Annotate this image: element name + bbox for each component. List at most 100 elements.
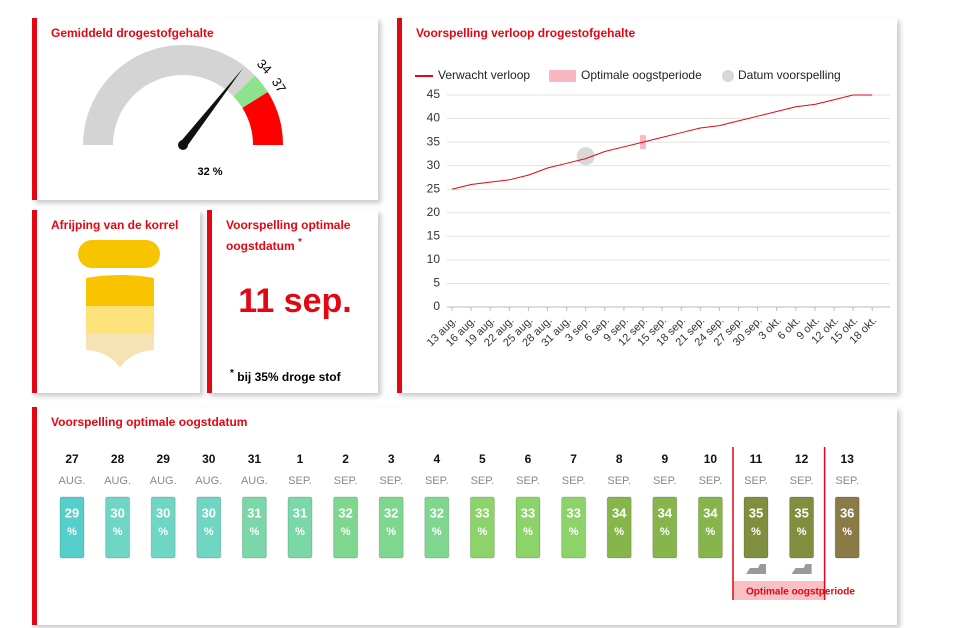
month: AUG. bbox=[104, 475, 131, 487]
value-box bbox=[241, 496, 267, 559]
panel-title: Voorspelling optimale oogstdatum * bbox=[226, 216, 366, 255]
value-box bbox=[469, 496, 495, 559]
value: 30 bbox=[202, 505, 216, 520]
day: 3 bbox=[388, 452, 395, 466]
value-box bbox=[834, 496, 860, 559]
day: 31 bbox=[248, 452, 262, 466]
value-box bbox=[697, 496, 723, 559]
value: 30 bbox=[110, 505, 124, 520]
month: SEP. bbox=[425, 475, 449, 487]
y-tick-label: 15 bbox=[427, 229, 441, 243]
corn-layer bbox=[86, 334, 154, 368]
value-box bbox=[59, 496, 85, 559]
harvester-icon bbox=[791, 564, 812, 574]
month: SEP. bbox=[607, 475, 631, 487]
month: SEP. bbox=[699, 475, 723, 487]
day: 11 bbox=[750, 452, 763, 466]
unit: % bbox=[158, 526, 168, 538]
month: SEP. bbox=[653, 475, 677, 487]
unit: % bbox=[614, 526, 624, 538]
corn-icon bbox=[78, 240, 160, 368]
value: 33 bbox=[566, 505, 580, 520]
legend-label: Optimale oogstperiode bbox=[581, 68, 702, 82]
y-tick-label: 20 bbox=[427, 205, 441, 219]
day: 13 bbox=[841, 452, 855, 466]
unit: % bbox=[250, 526, 260, 538]
day: 8 bbox=[616, 452, 623, 466]
panel-title: Voorspelling optimale oogstdatum bbox=[51, 415, 248, 429]
panel-title: Gemiddeld drogestofgehalte bbox=[51, 26, 214, 40]
day: 28 bbox=[111, 452, 125, 466]
value: 29 bbox=[65, 505, 79, 520]
month: SEP. bbox=[288, 475, 312, 487]
value-box bbox=[789, 496, 815, 559]
day: 4 bbox=[433, 452, 440, 466]
footnote: * bij 35% droge stof bbox=[230, 368, 341, 384]
gauge-needle bbox=[179, 67, 244, 148]
value: 31 bbox=[293, 505, 307, 520]
month: SEP. bbox=[744, 475, 768, 487]
value-box bbox=[105, 496, 131, 559]
unit: % bbox=[751, 526, 761, 538]
value: 33 bbox=[475, 505, 489, 520]
title-text: Voorspelling optimale oogstdatum bbox=[226, 218, 351, 253]
month: SEP. bbox=[471, 475, 495, 487]
gauge-band bbox=[83, 45, 255, 146]
value-box bbox=[378, 496, 404, 559]
value-box bbox=[515, 496, 541, 559]
y-tick-label: 0 bbox=[433, 299, 440, 313]
value-box bbox=[150, 496, 176, 559]
note-text: bij 35% droge stof bbox=[237, 370, 341, 384]
legend-label: Datum voorspelling bbox=[738, 68, 841, 82]
optimal-band bbox=[733, 581, 825, 600]
month: SEP. bbox=[790, 475, 814, 487]
day: 6 bbox=[525, 452, 532, 466]
title-mark: * bbox=[298, 237, 302, 248]
day: 7 bbox=[570, 452, 577, 466]
month: SEP. bbox=[562, 475, 586, 487]
month: SEP. bbox=[334, 475, 358, 487]
needle-hub bbox=[178, 140, 188, 150]
value-box bbox=[196, 496, 222, 559]
value: 36 bbox=[840, 505, 854, 520]
unit: % bbox=[295, 526, 305, 538]
y-tick-label: 5 bbox=[433, 276, 440, 290]
value: 35 bbox=[749, 505, 763, 520]
value: 34 bbox=[612, 505, 627, 520]
day: 5 bbox=[479, 452, 486, 466]
unit: % bbox=[386, 526, 396, 538]
legend-swatch bbox=[722, 70, 734, 82]
gauge-value: 32 % bbox=[197, 166, 222, 178]
y-tick-label: 25 bbox=[427, 181, 441, 195]
unit: % bbox=[569, 526, 579, 538]
value: 31 bbox=[247, 505, 261, 520]
unit: % bbox=[660, 526, 670, 538]
harvest-date: 11 sep. bbox=[238, 282, 352, 320]
corn-layer bbox=[86, 275, 154, 306]
threshold-label: 37 bbox=[269, 75, 289, 95]
value: 34 bbox=[703, 505, 718, 520]
corn-top bbox=[78, 240, 160, 268]
value-box bbox=[287, 496, 313, 559]
y-tick-label: 30 bbox=[427, 158, 441, 172]
unit: % bbox=[67, 526, 77, 538]
value-box bbox=[652, 496, 678, 559]
month: AUG. bbox=[195, 475, 222, 487]
month: AUG. bbox=[150, 475, 177, 487]
value-box bbox=[743, 496, 769, 559]
day: 12 bbox=[795, 452, 809, 466]
legend-label: Verwacht verloop bbox=[438, 68, 530, 82]
y-tick-label: 45 bbox=[427, 87, 441, 101]
unit: % bbox=[523, 526, 533, 538]
value: 32 bbox=[338, 505, 352, 520]
corn-layer bbox=[86, 306, 154, 334]
gauge-band bbox=[233, 75, 268, 108]
day: 9 bbox=[661, 452, 668, 466]
month: SEP. bbox=[516, 475, 540, 487]
month: SEP. bbox=[835, 475, 859, 487]
value-box bbox=[333, 496, 359, 559]
line bbox=[451, 94, 873, 190]
month: AUG. bbox=[59, 475, 86, 487]
